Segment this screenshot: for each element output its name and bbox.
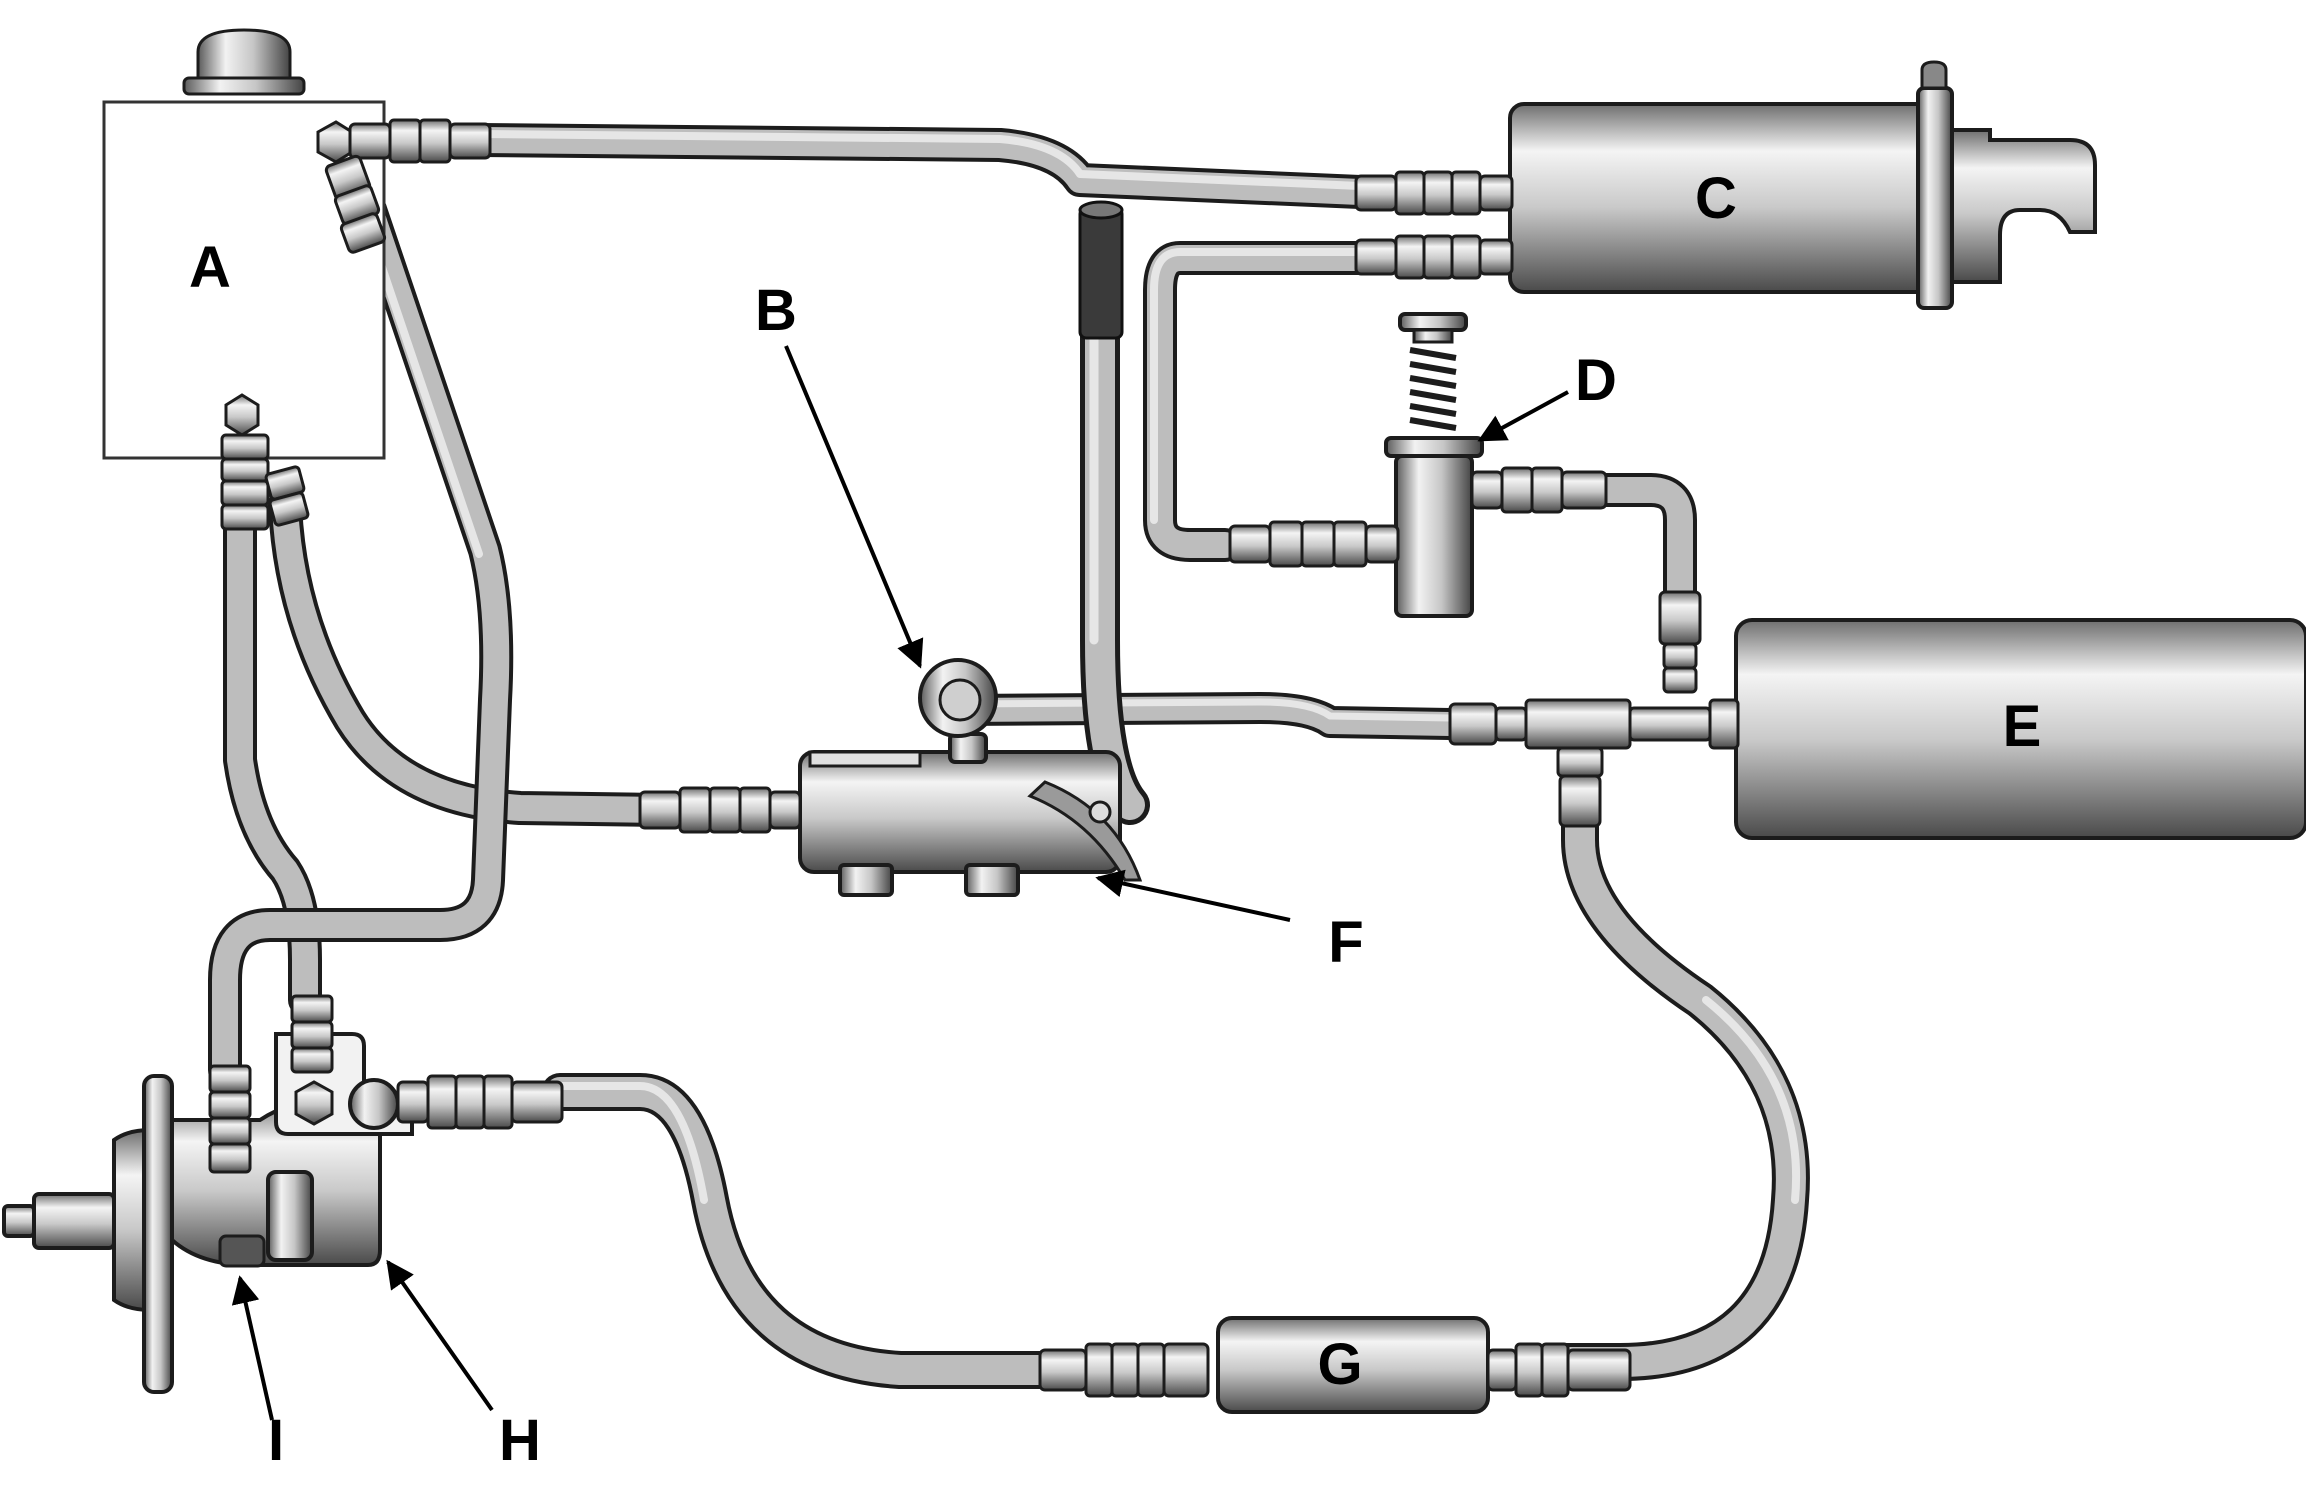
hose-lines <box>208 123 1810 1389</box>
leader-b <box>784 345 924 669</box>
label-g: G <box>1317 1332 1362 1397</box>
power-pump-h: H I <box>2 994 564 1473</box>
accumulator-e: E <box>1448 618 2306 840</box>
leader-f <box>1095 869 1291 922</box>
label-d: D <box>1575 348 1617 413</box>
hand-pump-f: F <box>638 732 1364 975</box>
hose-valve-d-to-tee <box>1583 473 1697 617</box>
label-c: C <box>1695 166 1737 231</box>
label-i: I <box>268 1408 284 1473</box>
hose-reservoir-to-pump-f <box>268 488 677 827</box>
label-a: A <box>189 235 231 300</box>
reservoir-a: A <box>102 28 386 460</box>
hose-pump-h-to-filter-g <box>541 1073 1069 1389</box>
hose-cylinder-c-to-valve-d <box>1143 241 1377 562</box>
pump-handle-rod <box>1078 200 1150 825</box>
leader-h <box>386 1259 494 1412</box>
label-f: F <box>1328 910 1363 975</box>
label-h: H <box>499 1408 541 1473</box>
relief-valve-d: D <box>1228 312 1702 694</box>
swivel-fitting-b: B <box>755 278 998 738</box>
leader-d <box>1477 390 1569 442</box>
cylinder-c-fittings <box>1354 170 1514 280</box>
filter-g: G <box>1038 1316 1632 1414</box>
relief-valve-spring <box>1409 347 1457 431</box>
label-b: B <box>755 278 797 343</box>
hose-filter-g-to-tee <box>1531 771 1810 1381</box>
cylinder-c: C <box>1508 60 2097 310</box>
hose-reservoir-to-cylinder-c <box>463 123 1377 209</box>
reservoir-filler-cap <box>182 28 306 96</box>
leader-i <box>231 1275 274 1421</box>
reservoir-fittings <box>220 118 492 531</box>
tee-fitting <box>1448 698 1740 828</box>
label-e: E <box>2003 694 2042 759</box>
hose-pump-b-to-tee <box>944 692 1466 740</box>
